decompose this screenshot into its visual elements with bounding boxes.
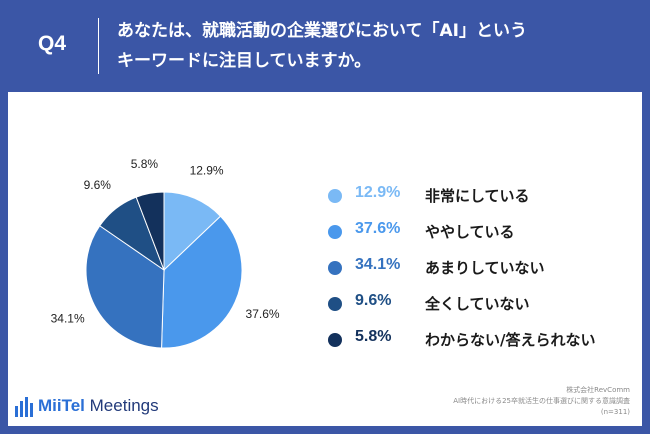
- logo-brand: MiiTel: [38, 396, 85, 415]
- source-company: 株式会社RevComm: [566, 386, 630, 394]
- legend-item-2: 37.6% ややしている: [328, 219, 628, 255]
- question-line-1: あなたは、就職活動の企業選びにおいて「AI」という: [117, 21, 527, 41]
- slice-label-5: 5.8%: [131, 157, 159, 171]
- logo-text: MiiTel Meetings: [38, 396, 159, 416]
- header-divider: [98, 18, 99, 74]
- source-n: (n=311): [600, 408, 630, 416]
- legend-label-5: わからない/答えられない: [425, 331, 596, 349]
- legend-item-1: 12.9% 非常にしている: [328, 183, 628, 219]
- question-header: Q4 あなたは、就職活動の企業選びにおいて「AI」という キーワードに注目してい…: [0, 0, 650, 92]
- legend-value-3: 34.1%: [355, 256, 401, 273]
- source-note: 株式会社RevComm AI時代における25卒就活生の仕事選びに関する意識調査 …: [453, 385, 630, 418]
- question-text: あなたは、就職活動の企業選びにおいて「AI」という キーワードに注目していますか…: [117, 16, 637, 76]
- legend-value-2: 37.6%: [355, 220, 401, 237]
- source-survey: AI時代における25卒就活生の仕事選びに関する意識調査: [453, 397, 630, 405]
- pie-slice-2: [161, 215, 243, 349]
- legend-value-4: 9.6%: [355, 292, 392, 309]
- chart-card: 12.9% 37.6% 34.1% 9.6% 5.8%: [8, 92, 642, 426]
- legend-dot-2: [328, 225, 342, 239]
- legend-item-3: 34.1% あまりしていない: [328, 255, 628, 291]
- legend-item-4: 9.6% 全くしていない: [328, 291, 628, 327]
- legend-value-1: 12.9%: [355, 184, 401, 201]
- legend-item-5: 5.8% わからない/答えられない: [328, 327, 628, 363]
- pie-slice-1: [163, 191, 222, 272]
- legend-label-3: あまりしていない: [425, 259, 545, 277]
- legend-dot-4: [328, 297, 342, 311]
- legend-dot-5: [328, 333, 342, 347]
- legend-value-5: 5.8%: [355, 328, 392, 345]
- slice-label-4: 9.6%: [84, 178, 112, 192]
- pie-slice-3: [85, 225, 165, 349]
- logo-product: Meetings: [84, 396, 159, 415]
- legend-label-1: 非常にしている: [425, 187, 530, 205]
- question-line-2: キーワードに注目していますか。: [117, 51, 372, 71]
- question-number: Q4: [38, 32, 67, 55]
- legend-dot-3: [328, 261, 342, 275]
- logo-bars-icon: [15, 397, 33, 417]
- pie-chart: 12.9% 37.6% 34.1% 9.6% 5.8%: [51, 157, 280, 349]
- legend-label-2: ややしている: [425, 223, 515, 241]
- pie-slice-5: [135, 191, 165, 271]
- slice-label-3: 34.1%: [51, 312, 85, 326]
- legend-dot-1: [328, 189, 342, 203]
- legend-label-4: 全くしていない: [425, 295, 530, 313]
- slice-label-2: 37.6%: [246, 307, 280, 321]
- chart-legend: 12.9% 非常にしている 37.6% ややしている 34.1% あまりしていな…: [328, 183, 628, 363]
- slice-label-1: 12.9%: [190, 164, 224, 178]
